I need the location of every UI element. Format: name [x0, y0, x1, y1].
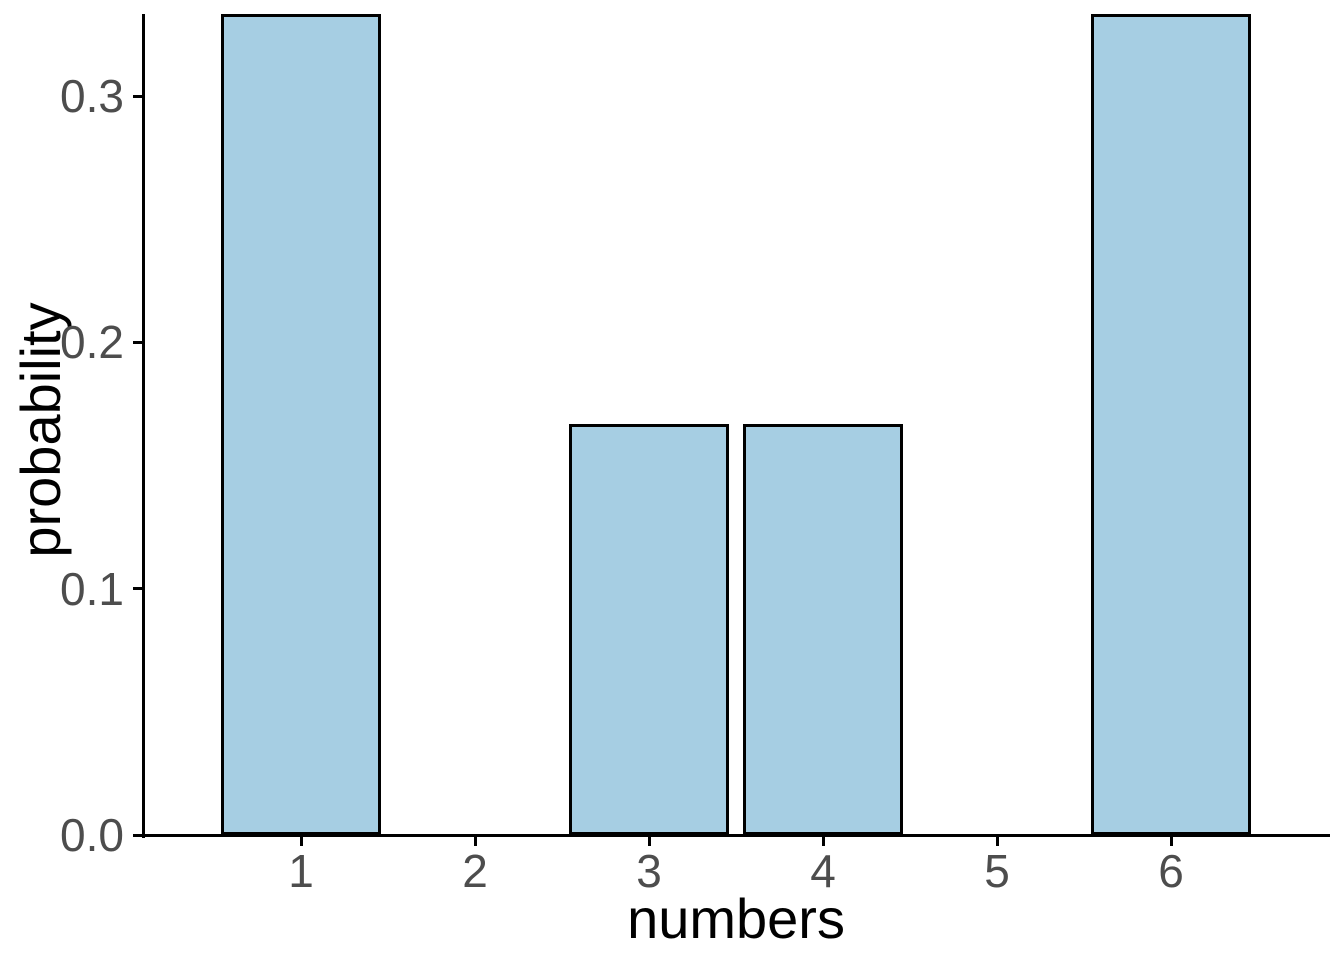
bar-6: [1091, 14, 1251, 835]
y-axis-line: [142, 14, 145, 838]
x-axis-line: [142, 834, 1330, 837]
y-tick-0.2: [133, 340, 142, 344]
y-tick-label-0.3: 0.3: [60, 70, 124, 123]
x-tick-label-2: 2: [462, 845, 488, 897]
y-tick-0.0: [133, 833, 142, 837]
x-tick-label-6: 6: [1158, 845, 1184, 897]
x-tick-3: [647, 837, 651, 846]
y-tick-label-0.2: 0.2: [60, 316, 124, 369]
y-tick-0.1: [133, 587, 142, 591]
x-tick-label-5: 5: [984, 845, 1010, 897]
y-tick-label-0.0: 0.0: [60, 809, 124, 861]
bar-1: [221, 14, 381, 835]
x-tick-5: [995, 837, 999, 846]
x-tick-label-3: 3: [636, 845, 662, 897]
x-tick-2: [473, 837, 477, 846]
bar-4: [743, 424, 903, 835]
x-tick-label-4: 4: [810, 845, 836, 897]
x-tick-1: [299, 837, 303, 846]
x-axis-title: numbers: [627, 887, 845, 950]
bar-3: [569, 424, 729, 835]
x-tick-6: [1169, 837, 1173, 846]
x-tick-4: [821, 837, 825, 846]
x-tick-label-1: 1: [288, 845, 314, 897]
y-tick-0.3: [133, 94, 142, 98]
y-tick-label-0.1: 0.1: [60, 562, 124, 615]
